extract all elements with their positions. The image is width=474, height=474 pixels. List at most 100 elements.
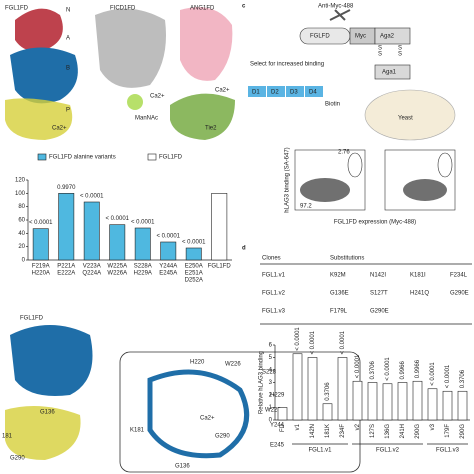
y-tick-label: 0 xyxy=(269,418,273,424)
table-header: Substitutions xyxy=(330,256,364,262)
structure-label: H220 xyxy=(190,360,205,366)
x-tick-label: 290G xyxy=(415,424,421,439)
biotin-label: Biotin xyxy=(325,102,340,108)
structure-label: Ca2+ xyxy=(215,88,230,94)
y-tick-label: 4 xyxy=(269,368,273,374)
x-tick-label: 241H xyxy=(400,424,406,438)
structure-label: P xyxy=(66,108,70,114)
bar xyxy=(397,382,408,421)
construct-label: S xyxy=(398,46,402,52)
x-tick-label: V223A xyxy=(83,264,101,270)
x-tick-label: E222A xyxy=(57,271,75,277)
p-value: < 0.0001 xyxy=(295,327,301,351)
bar xyxy=(160,241,177,261)
y-tick-label: 3 xyxy=(269,380,273,386)
bar xyxy=(83,201,100,261)
structure-label: G290 xyxy=(215,434,230,440)
bar xyxy=(427,388,438,421)
x-tick-label: S228A xyxy=(134,264,152,270)
p-value: 0.3706 xyxy=(325,382,331,401)
gate-label: 2.76 xyxy=(338,150,350,156)
bar xyxy=(185,247,202,261)
bar xyxy=(109,224,126,261)
p-value: < 0.0001 xyxy=(156,234,180,240)
x-tick-label: v3 xyxy=(430,423,436,430)
axis-label: hLAG3 binding (SA-647) xyxy=(285,147,291,212)
domain-label: D4 xyxy=(309,90,317,96)
construct-label: FGLFD xyxy=(310,34,330,40)
x-tick-label: v2 xyxy=(355,423,361,430)
domain-label: D1 xyxy=(252,90,260,96)
p-value: < 0.0001 xyxy=(105,216,129,222)
structure-label: Ca2+ xyxy=(200,416,215,422)
table-cell: G136E xyxy=(330,291,349,297)
p-value: 0.9970 xyxy=(57,185,76,191)
p-value: < 0.0001 xyxy=(385,357,391,381)
y-tick-label: 80 xyxy=(18,204,25,210)
group-label: FGL1.v1 xyxy=(308,448,332,454)
legend-label: FGL1FD xyxy=(159,155,183,161)
bar xyxy=(277,407,288,421)
x-tick-label: P221A xyxy=(57,264,75,270)
x-tick-label: 181K xyxy=(325,424,331,438)
legend-label: FGL1FD alanine variants xyxy=(49,155,116,161)
x-tick-label: 234F xyxy=(340,424,346,438)
y-tick-label: 60 xyxy=(18,218,25,224)
structure-label: W226 xyxy=(225,362,241,368)
yeast-label: Yeast xyxy=(398,116,413,122)
table-cell: S127T xyxy=(370,291,388,297)
bar xyxy=(442,390,453,421)
panel-letter: c xyxy=(242,4,246,10)
structure-e xyxy=(5,325,361,473)
bar xyxy=(134,227,151,261)
p-value: 0.3706 xyxy=(370,360,376,379)
x-tick-label: E245A xyxy=(159,271,177,277)
x-tick-label: E251A xyxy=(185,271,203,277)
structure-label: ANG1FD xyxy=(190,6,215,12)
x-tick-label: 136G xyxy=(385,424,391,439)
x-tick-label: Q224A xyxy=(82,271,101,277)
x-tick-label: W226A xyxy=(107,271,127,277)
table-cell: G290E xyxy=(370,309,389,315)
bar xyxy=(367,382,378,421)
x-tick-label: H220A xyxy=(32,271,50,277)
y-tick-label: 0 xyxy=(22,258,26,264)
panel-letter: d xyxy=(242,246,246,252)
p-value: < 0.0001 xyxy=(310,330,316,354)
structure-label: G136 xyxy=(175,464,190,470)
bar xyxy=(322,403,333,421)
x-tick-label: D252A xyxy=(185,278,203,284)
table-cell: N142I xyxy=(370,273,386,279)
structure-label: FICD1FD xyxy=(110,6,136,12)
construct-label: Myc xyxy=(355,34,366,40)
p-value: 0.9966 xyxy=(415,359,421,378)
structure-label: A xyxy=(66,36,70,42)
group-label: FGL1.v2 xyxy=(376,448,400,454)
domain-label: D3 xyxy=(290,90,298,96)
domain-label: D2 xyxy=(271,90,279,96)
x-tick-label: 290G xyxy=(460,424,466,439)
x-tick-label: H229A xyxy=(134,271,152,277)
p-value: < 0.0001 xyxy=(131,220,155,226)
p-value: < 0.0001 xyxy=(80,194,104,200)
table-cell: F234L xyxy=(450,273,468,279)
table-cell: H241Q xyxy=(410,291,429,297)
structure-label: B xyxy=(66,66,70,72)
construct-label: Aga1 xyxy=(382,70,397,76)
table-cell: G290E xyxy=(450,291,469,297)
structure-label: FGL1FD xyxy=(5,6,29,12)
legend-swatch xyxy=(37,153,47,161)
x-tick-label: 179F xyxy=(445,424,451,438)
structure-label: Y244 xyxy=(270,423,285,429)
construct-label: S xyxy=(378,46,382,52)
x-tick-label: W225A xyxy=(107,264,127,270)
bar xyxy=(352,380,363,421)
schematic-c xyxy=(248,9,456,211)
table-header: Clones xyxy=(262,256,281,262)
table-cell: FGL1.v1 xyxy=(262,273,286,279)
bar xyxy=(32,228,49,261)
gate-label: 97.2 xyxy=(300,204,312,210)
x-tick-label: E250A xyxy=(185,264,203,270)
axis-label: FGL1FD expression (Myc-488) xyxy=(334,220,416,226)
